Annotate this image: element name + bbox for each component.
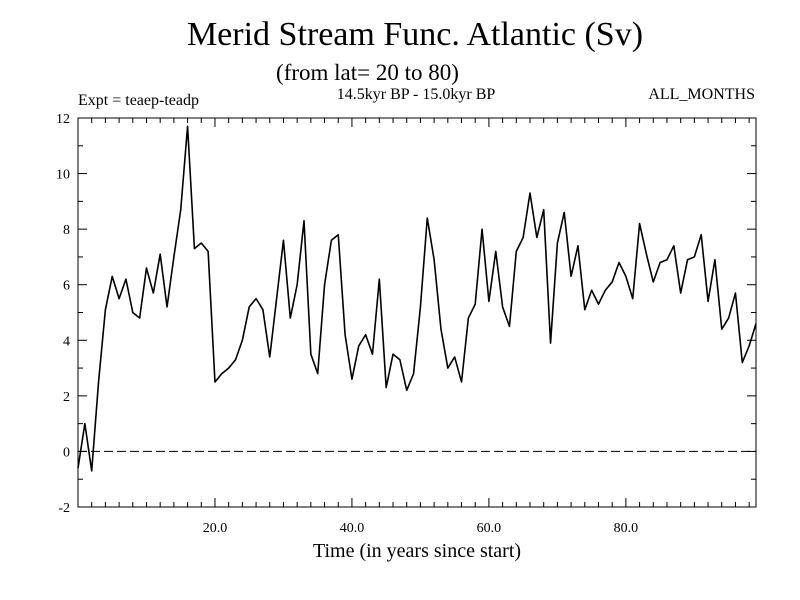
months-label: ALL_MONTHS <box>648 86 755 103</box>
y-tick-label: -2 <box>58 501 70 516</box>
y-tick-label: 8 <box>63 223 70 238</box>
y-tick-label: 0 <box>63 445 70 460</box>
series-line <box>77 125 757 472</box>
chart-subtitle: (from lat= 20 to 80) <box>276 60 459 85</box>
x-tick-label: 80.0 <box>614 521 639 536</box>
chart-title: Merid Stream Func. Atlantic (Sv) <box>186 16 644 53</box>
plot-frame <box>77 117 757 508</box>
y-tick-label: 6 <box>63 279 70 294</box>
x-tick-label: 60.0 <box>477 521 502 536</box>
x-axis-label: Time (in years since start) <box>312 540 522 562</box>
y-tick-label: 2 <box>63 390 70 405</box>
x-tick-label: 40.0 <box>340 521 365 536</box>
x-tick-label: 20.0 <box>203 521 228 536</box>
y-tick-label: 10 <box>56 168 70 183</box>
y-tick-label: 12 <box>56 112 70 127</box>
experiment-label: Expt = teaep-teadp <box>78 92 199 109</box>
y-tick-label: 4 <box>63 334 70 349</box>
period-label: 14.5kyr BP - 15.0kyr BP <box>336 86 496 103</box>
